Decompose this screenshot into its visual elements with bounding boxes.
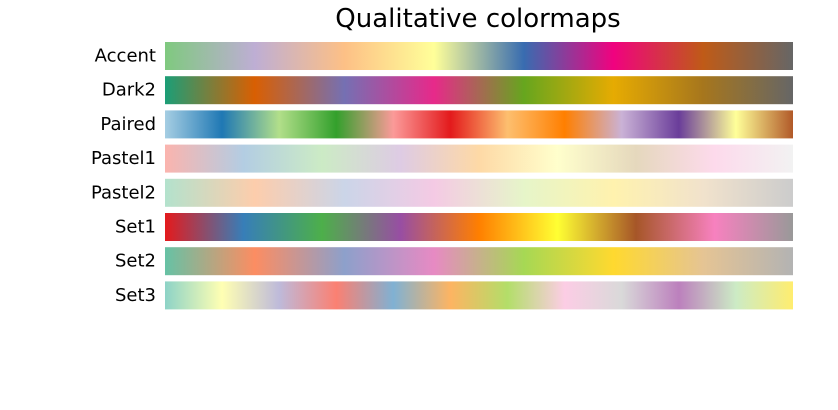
chart-title: Qualitative colormaps: [335, 4, 621, 34]
colormap-row-set2: Set2: [115, 247, 793, 276]
colormap-label-set3: Set3: [115, 285, 156, 306]
colormap-swatch-set1: [165, 213, 793, 241]
colormap-rows: Accent Dark2 Paired Pastel1 Pastel2 Set1 Set2 S…: [91, 42, 793, 310]
colormap-row-accent: Accent: [95, 42, 793, 70]
colormap-row-pastel1: Pastel1: [91, 144, 793, 173]
colormap-swatch-accent: [165, 42, 793, 70]
colormap-label-pastel2: Pastel2: [91, 182, 156, 203]
colormap-swatch-dark2: [165, 76, 793, 105]
colormap-label-set1: Set1: [115, 217, 156, 238]
colormap-row-set1: Set1: [115, 213, 793, 241]
colormap-swatch-pastel1: [165, 144, 793, 173]
colormap-row-pastel2: Pastel2: [91, 178, 793, 207]
colormap-row-paired: Paired: [100, 110, 793, 139]
colormap-row-dark2: Dark2: [102, 76, 793, 105]
colormap-swatch-set2: [165, 247, 793, 276]
colormap-label-dark2: Dark2: [102, 80, 156, 101]
colormap-swatch-set3: [165, 281, 793, 310]
colormap-label-accent: Accent: [95, 46, 156, 67]
colormap-label-pastel1: Pastel1: [91, 148, 156, 169]
colormap-label-set2: Set2: [115, 251, 156, 272]
colormap-swatch-paired: [165, 110, 793, 139]
colormap-label-paired: Paired: [100, 114, 156, 135]
colormap-row-set3: Set3: [115, 281, 793, 310]
colormap-swatch-pastel2: [165, 178, 793, 207]
